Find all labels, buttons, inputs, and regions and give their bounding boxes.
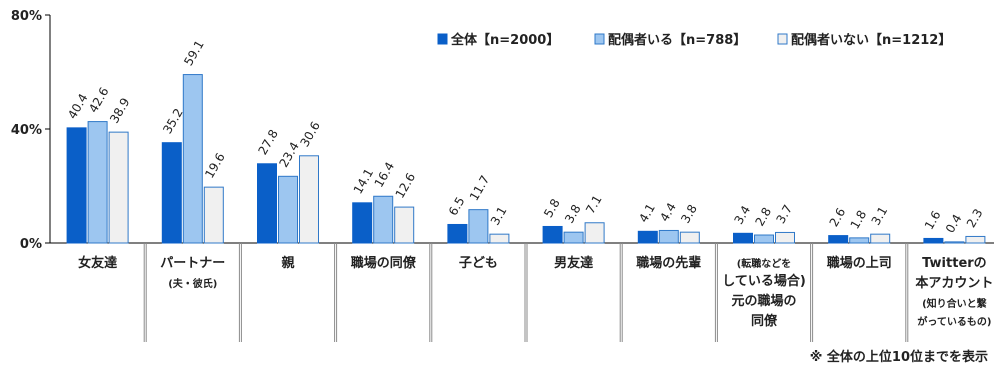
data-label: 3.1 bbox=[488, 204, 510, 228]
y-tick-label: 0% bbox=[20, 237, 42, 252]
category-label: がっているもの) bbox=[917, 315, 991, 328]
category-label: (転職などを bbox=[737, 257, 792, 270]
bar bbox=[161, 142, 182, 244]
bar bbox=[584, 222, 605, 244]
category-label: (知り合いと繋 bbox=[922, 297, 988, 310]
legend-swatch bbox=[437, 33, 448, 45]
bar bbox=[352, 202, 373, 244]
category-label: している場合) bbox=[722, 273, 806, 289]
bar bbox=[733, 232, 753, 244]
data-label: 23.4 bbox=[276, 140, 301, 170]
data-label: 6.5 bbox=[446, 194, 468, 218]
y-tick-label: 80% bbox=[11, 9, 42, 24]
data-label: 42.6 bbox=[86, 85, 111, 115]
legend-label: 配偶者いない【n=1212】 bbox=[791, 32, 951, 48]
data-label: 16.4 bbox=[372, 160, 397, 190]
category-label: 職場の上司 bbox=[827, 255, 892, 271]
data-label: 3.1 bbox=[869, 204, 891, 228]
bar bbox=[637, 230, 658, 244]
category-label: Twitterの bbox=[922, 256, 987, 271]
bar bbox=[944, 241, 965, 244]
category-label: 本アカウント bbox=[915, 275, 993, 291]
category-label: 子ども bbox=[459, 256, 498, 271]
bar bbox=[278, 175, 298, 244]
data-label: 3.7 bbox=[773, 202, 795, 226]
category-label: 職場の同僚 bbox=[351, 255, 417, 271]
data-label: 1.6 bbox=[922, 208, 944, 232]
bar bbox=[965, 235, 986, 244]
data-label: 12.6 bbox=[393, 170, 418, 200]
data-label: 35.2 bbox=[160, 106, 185, 136]
legend-label: 配偶者いる【n=788】 bbox=[608, 32, 746, 48]
bar bbox=[870, 233, 891, 244]
data-label: 4.1 bbox=[636, 201, 658, 225]
category-label: パートナー bbox=[160, 256, 225, 271]
data-label: 19.6 bbox=[202, 151, 227, 181]
bar bbox=[257, 163, 277, 244]
bar bbox=[489, 233, 510, 244]
bar bbox=[108, 131, 129, 244]
data-label: 30.6 bbox=[297, 119, 322, 149]
bar bbox=[447, 223, 468, 244]
data-label: 2.3 bbox=[964, 206, 986, 230]
bar bbox=[373, 195, 394, 244]
bar bbox=[542, 225, 563, 244]
data-label: 2.6 bbox=[827, 206, 849, 230]
bar bbox=[923, 237, 944, 244]
category-label: 元の職場の bbox=[731, 293, 796, 309]
data-label: 38.9 bbox=[107, 95, 132, 125]
data-label: 3.8 bbox=[562, 202, 584, 226]
bar bbox=[658, 229, 679, 244]
bar bbox=[679, 231, 700, 244]
bar bbox=[203, 186, 224, 244]
category-label: 親 bbox=[281, 255, 294, 271]
data-label: 3.8 bbox=[678, 202, 700, 226]
y-tick-label: 40% bbox=[11, 123, 42, 138]
bar bbox=[828, 235, 849, 244]
data-label: 0.4 bbox=[943, 212, 965, 236]
bar bbox=[754, 234, 774, 244]
footnote: ※ 全体の上位10位までを表示 bbox=[809, 350, 988, 365]
data-label: 5.8 bbox=[541, 196, 563, 220]
bar bbox=[87, 121, 108, 244]
data-label: 4.4 bbox=[657, 200, 679, 224]
bar bbox=[563, 231, 584, 244]
category-label: 男友達 bbox=[554, 255, 593, 271]
data-label: 27.8 bbox=[255, 127, 280, 157]
data-label: 11.7 bbox=[467, 173, 492, 203]
bar bbox=[66, 127, 87, 244]
category-label: 女友達 bbox=[78, 255, 117, 271]
data-label: 59.1 bbox=[181, 38, 206, 68]
bar bbox=[775, 231, 795, 244]
legend-label: 全体【n=2000】 bbox=[450, 32, 559, 48]
data-label: 2.8 bbox=[752, 205, 774, 229]
legend-swatch bbox=[594, 33, 605, 45]
data-label: 3.4 bbox=[731, 203, 753, 227]
bar bbox=[394, 206, 415, 244]
bar bbox=[468, 209, 489, 244]
data-label: 1.8 bbox=[848, 208, 870, 232]
category-label: 職場の先輩 bbox=[636, 255, 701, 271]
legend-swatch bbox=[777, 33, 788, 45]
data-label: 7.1 bbox=[583, 193, 605, 217]
category-label: (夫・彼氏) bbox=[168, 277, 217, 290]
bar bbox=[299, 155, 319, 244]
bar bbox=[849, 237, 870, 244]
category-label: 同僚 bbox=[751, 313, 778, 329]
bar bbox=[182, 74, 203, 244]
